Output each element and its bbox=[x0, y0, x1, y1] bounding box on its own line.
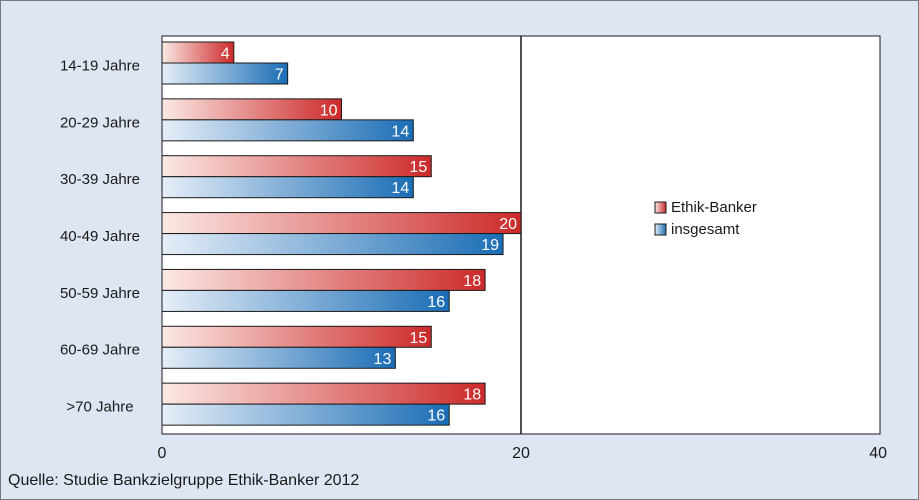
data-label-ethik-banker-60-69-jahre: 15 bbox=[409, 330, 427, 347]
bar-insgesamt-70-jahre bbox=[161, 403, 450, 426]
category-label-20-29-jahre: 20-29 Jahre bbox=[60, 114, 140, 131]
data-label-insgesamt-14-19-jahre: 7 bbox=[275, 67, 284, 84]
data-label-ethik-banker-70-jahre: 18 bbox=[463, 387, 481, 404]
legend-label-ethik-banker: Ethik-Banker bbox=[671, 199, 757, 216]
legend: Ethik-Banker insgesamt bbox=[654, 199, 757, 238]
data-label-ethik-banker-40-49-jahre: 20 bbox=[499, 216, 517, 233]
data-label-insgesamt-30-39-jahre: 14 bbox=[392, 180, 410, 197]
data-label-insgesamt-20-29-jahre: 14 bbox=[392, 123, 410, 140]
bar-insgesamt-20-29-jahre bbox=[161, 119, 414, 142]
category-label-60-69-jahre: 60-69 Jahre bbox=[60, 342, 140, 359]
category-label-30-39-jahre: 30-39 Jahre bbox=[60, 171, 140, 188]
x-tick-20: 20 bbox=[512, 445, 530, 462]
bar-insgesamt-40-49-jahre bbox=[161, 233, 504, 256]
data-label-insgesamt-40-49-jahre: 19 bbox=[481, 237, 499, 254]
data-label-insgesamt-70-jahre: 16 bbox=[427, 408, 445, 425]
bar-ethik-banker-30-39-jahre bbox=[161, 155, 432, 178]
category-label-14-19-jahre: 14-19 Jahre bbox=[60, 57, 140, 74]
data-label-ethik-banker-20-29-jahre: 10 bbox=[320, 102, 338, 119]
bar-ethik-banker-20-29-jahre bbox=[161, 98, 342, 121]
data-label-ethik-banker-50-59-jahre: 18 bbox=[463, 273, 481, 290]
legend-swatch-insgesamt bbox=[654, 223, 667, 236]
x-tick-0: 0 bbox=[158, 445, 167, 462]
data-label-insgesamt-50-59-jahre: 16 bbox=[427, 294, 445, 311]
bar-insgesamt-50-59-jahre bbox=[161, 289, 450, 312]
legend-swatch-ethik-banker bbox=[654, 201, 667, 214]
source-note: Quelle: Studie Bankzielgruppe Ethik-Bank… bbox=[8, 472, 360, 489]
data-label-ethik-banker-30-39-jahre: 15 bbox=[409, 159, 427, 176]
category-label-40-49-jahre: 40-49 Jahre bbox=[60, 228, 140, 245]
data-label-insgesamt-60-69-jahre: 13 bbox=[374, 351, 392, 368]
bar-ethik-banker-50-59-jahre bbox=[161, 268, 486, 291]
x-axis-ticks: 0 20 40 bbox=[158, 445, 888, 462]
bar-insgesamt-14-19-jahre bbox=[161, 62, 289, 85]
bar-ethik-banker-70-jahre bbox=[161, 382, 486, 405]
bar-insgesamt-30-39-jahre bbox=[161, 176, 414, 199]
x-tick-40: 40 bbox=[869, 445, 887, 462]
bar-insgesamt-60-69-jahre bbox=[161, 346, 396, 369]
category-labels: 14-19 Jahre 20-29 Jahre 30-39 Jahre 40-49 J… bbox=[60, 57, 140, 415]
bar-ethik-banker-60-69-jahre bbox=[161, 325, 432, 348]
category-label-70-jahre: >70 Jahre bbox=[66, 399, 133, 416]
category-label-50-59-jahre: 50-59 Jahre bbox=[60, 285, 140, 302]
legend-label-insgesamt: insgesamt bbox=[671, 221, 740, 238]
bar-ethik-banker-40-49-jahre bbox=[161, 212, 522, 235]
data-label-ethik-banker-14-19-jahre: 4 bbox=[221, 46, 230, 63]
